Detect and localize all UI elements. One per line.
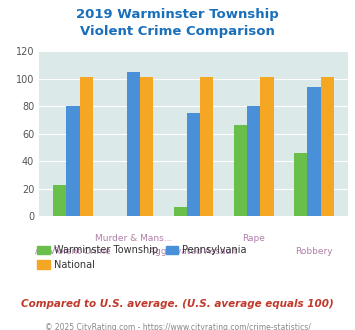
Text: Murder & Mans...: Murder & Mans... [94,234,172,243]
Text: Rape: Rape [242,234,265,243]
Bar [80,77,93,216]
Bar [247,106,260,216]
Text: Compared to U.S. average. (U.S. average equals 100): Compared to U.S. average. (U.S. average … [21,299,334,309]
Text: All Violent Crime: All Violent Crime [35,248,111,256]
Text: Robbery: Robbery [295,248,333,256]
Bar [174,207,187,216]
Bar [66,106,80,216]
Bar [127,72,140,216]
Bar [187,113,200,216]
Legend: Warminster Township, National, Pennsylvania: Warminster Township, National, Pennsylva… [33,241,251,274]
Bar [260,77,274,216]
Bar [294,153,307,216]
Text: 2019 Warminster Township
Violent Crime Comparison: 2019 Warminster Township Violent Crime C… [76,8,279,38]
Text: © 2025 CityRating.com - https://www.cityrating.com/crime-statistics/: © 2025 CityRating.com - https://www.city… [45,323,310,330]
Bar [53,184,66,216]
Bar [140,77,153,216]
Bar [200,77,213,216]
Bar [234,125,247,216]
Text: Aggravated Assault: Aggravated Assault [149,248,238,256]
Bar [307,87,321,216]
Bar [321,77,334,216]
